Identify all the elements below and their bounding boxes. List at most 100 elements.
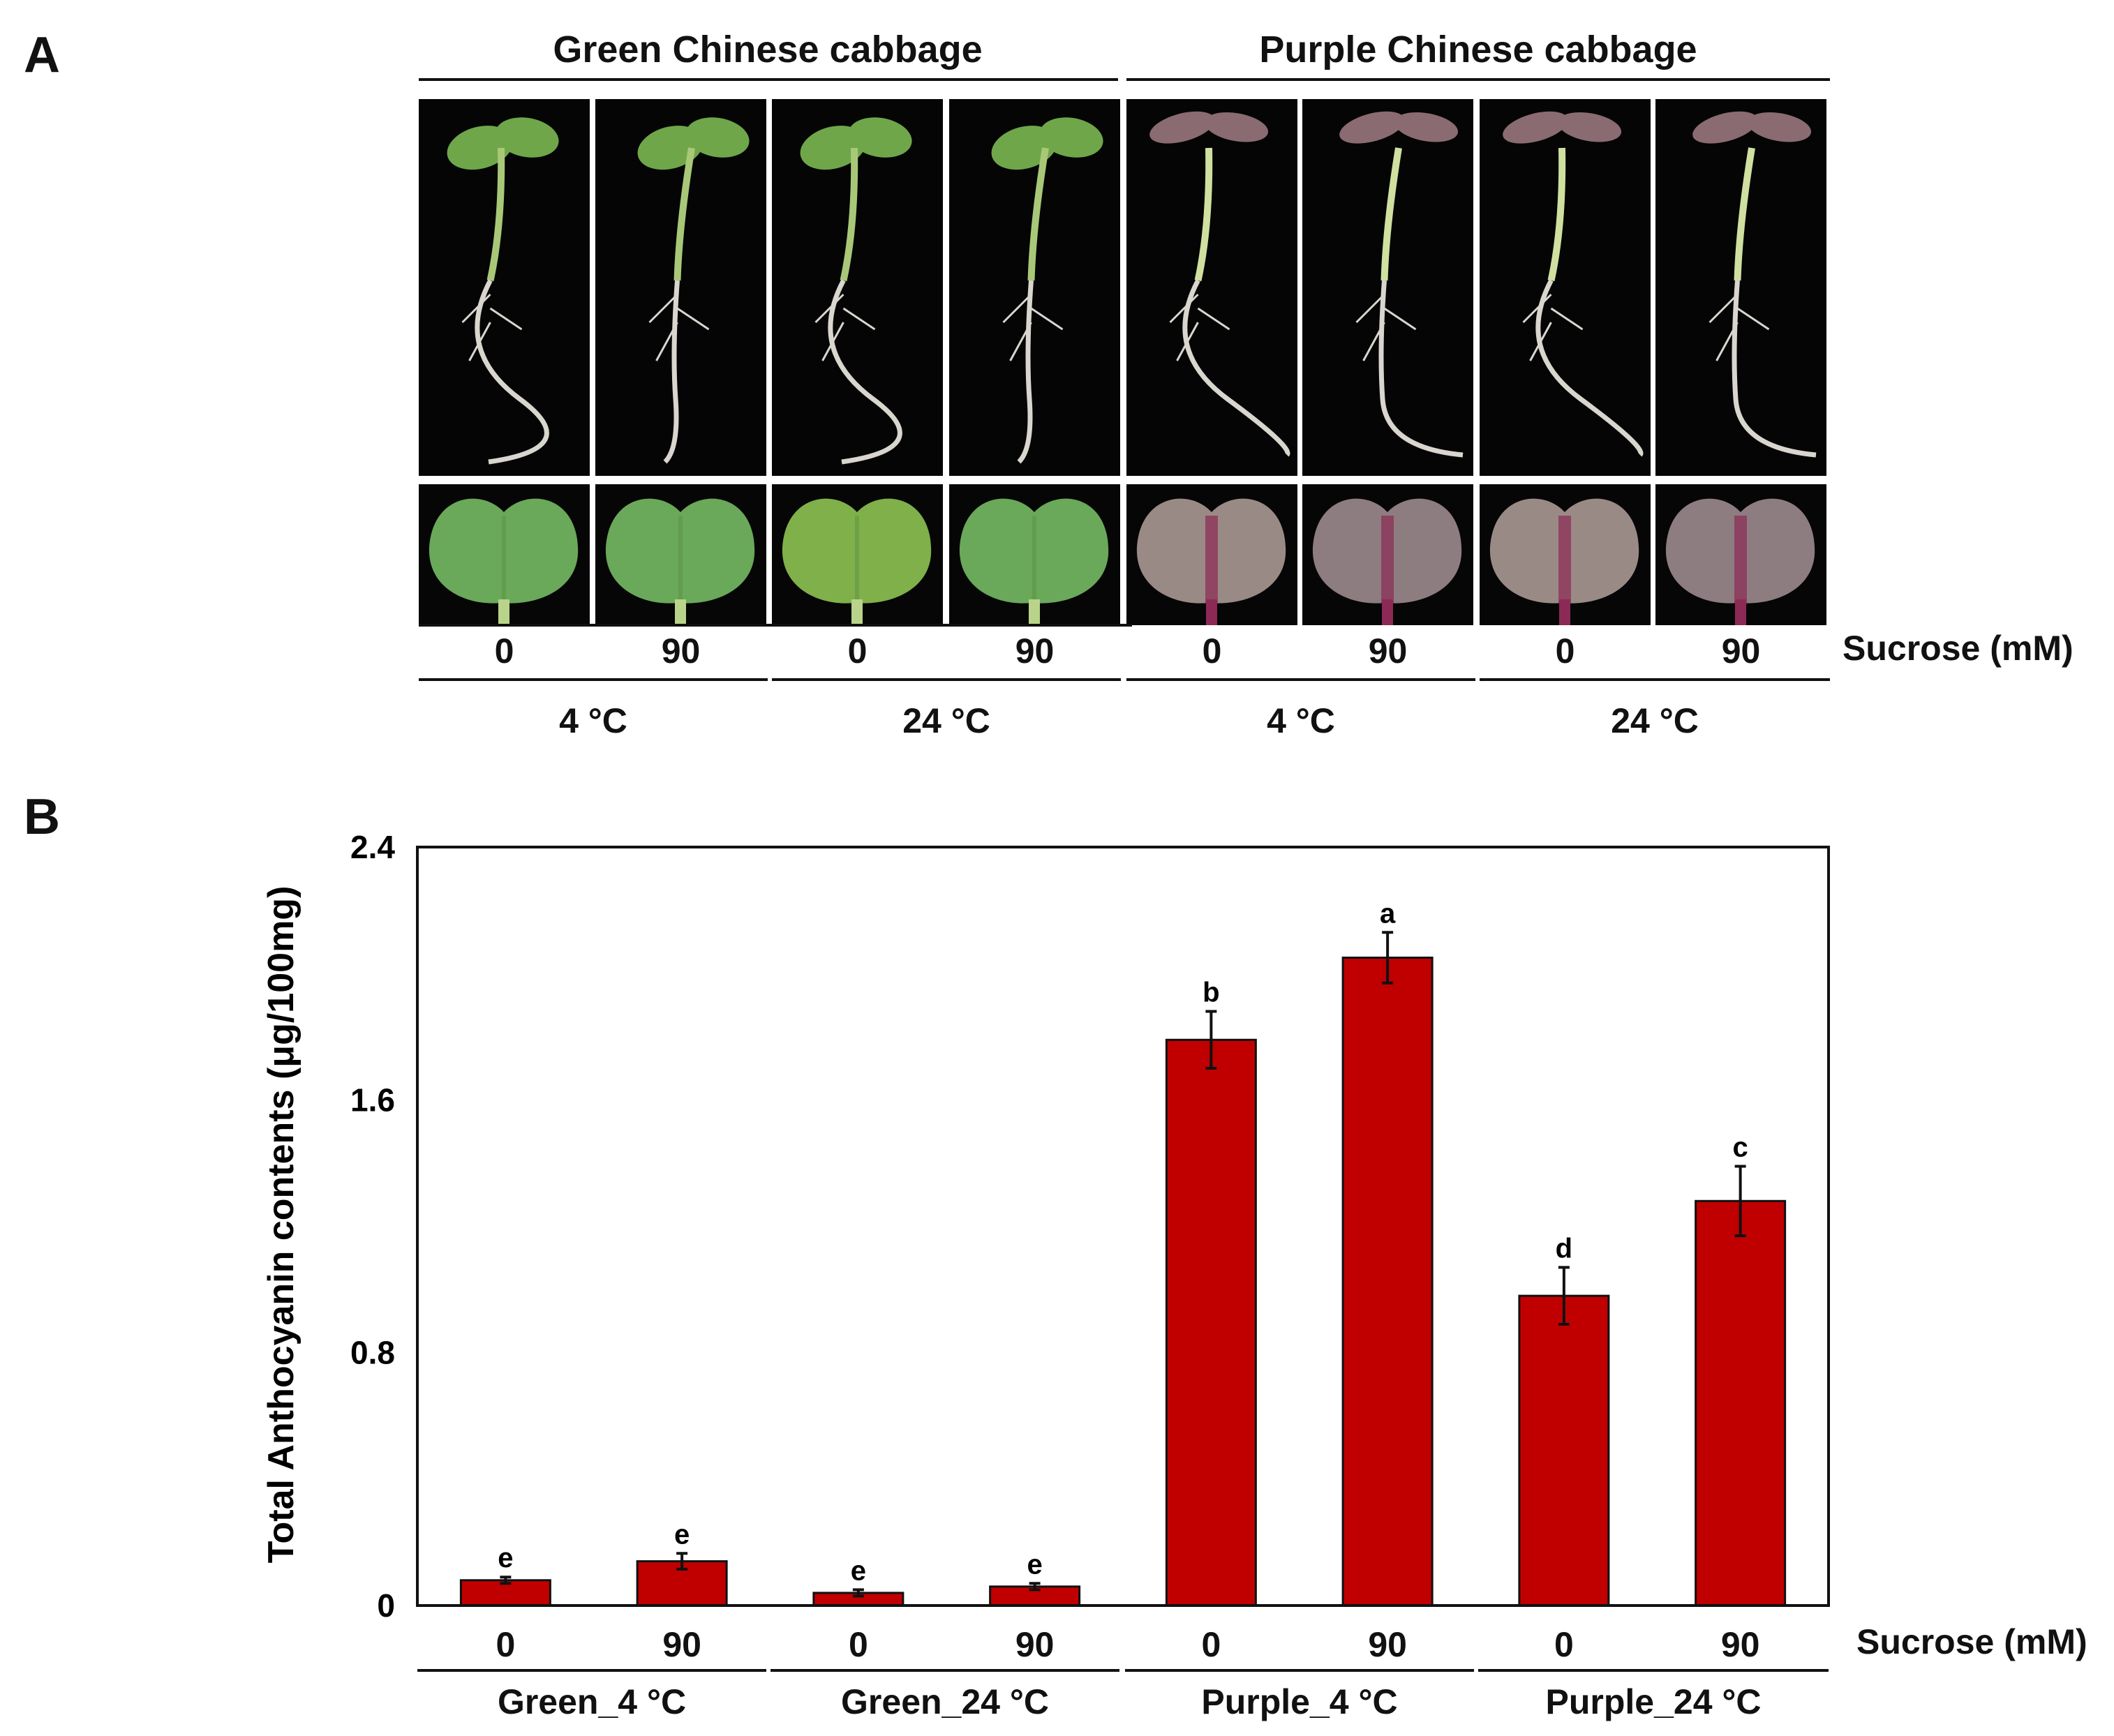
error-bar — [1205, 1010, 1217, 1070]
cotyledon-icon — [1489, 498, 1639, 625]
group-rule-b-1 — [417, 1669, 766, 1672]
group-rule-b-2 — [771, 1669, 1119, 1672]
error-bar — [1029, 1582, 1041, 1592]
group-label-b-2: Green_24 °C — [841, 1682, 1049, 1721]
significance-letter: b — [1203, 978, 1219, 1008]
cotyledon-icon — [1665, 498, 1815, 625]
cotyledon-photo — [595, 484, 766, 625]
y-tick-label: 0 — [377, 1587, 395, 1624]
bar — [1518, 1294, 1610, 1607]
temp-rule-a-3 — [1126, 678, 1475, 681]
error-bar — [1558, 1266, 1570, 1326]
sucrose-value-a-3: 0 — [847, 631, 868, 671]
temp-label-a-2: 24 °C — [902, 701, 990, 740]
significance-letter: c — [1733, 1132, 1748, 1162]
seedling-photo — [1480, 99, 1651, 476]
cotyledon-photo — [1480, 484, 1651, 625]
y-tick-label: 0.8 — [350, 1335, 395, 1371]
seedling-icon — [637, 117, 750, 464]
sucrose-value-a-1: 0 — [494, 631, 514, 671]
seedling-icon — [991, 117, 1103, 464]
green-header-rule — [419, 78, 1118, 81]
seedling-icon — [1339, 111, 1464, 458]
significance-letter: d — [1556, 1233, 1572, 1264]
purple-cabbage-header: Purple Chinese cabbage — [1259, 29, 1697, 70]
seedling-icon — [1692, 111, 1817, 458]
sucrose-value-a-4: 90 — [1015, 631, 1055, 671]
sucrose-unit-label-b: Sucrose (mM) — [1856, 1622, 2087, 1661]
sucrose-top-rule-a — [419, 624, 1132, 627]
sucrose-value-a-8: 90 — [1721, 631, 1761, 671]
seedling-icon — [1149, 111, 1290, 457]
seedling-photo — [949, 99, 1120, 476]
panel-b-letter: B — [24, 789, 60, 845]
group-label-b-1: Green_4 °C — [497, 1682, 687, 1721]
cotyledon-icon — [1136, 498, 1286, 625]
bar-series: e e e e b a d c — [459, 898, 1787, 1607]
significance-letter: e — [1027, 1549, 1043, 1580]
sucrose-value-b-2: 90 — [662, 1625, 701, 1664]
cotyledon-photo — [419, 484, 590, 625]
significance-letter: e — [851, 1555, 866, 1586]
significance-letter: e — [498, 1543, 513, 1573]
bar — [1165, 1038, 1257, 1607]
cotyledon-icon — [429, 498, 579, 625]
error-bar — [1382, 931, 1394, 985]
group-rule-b-3 — [1125, 1669, 1474, 1672]
y-tick-labels: 0 0.8 1.6 2.4 — [350, 829, 395, 1624]
temp-label-a-4: 24 °C — [1611, 701, 1699, 740]
sucrose-value-a-2: 90 — [661, 631, 701, 671]
temp-label-a-3: 4 °C — [1267, 701, 1335, 740]
seedling-photo — [772, 99, 943, 476]
seedling-photo — [595, 99, 766, 476]
cotyledon-photo — [1302, 484, 1473, 625]
cotyledon-icon — [782, 498, 932, 625]
seedling-photo — [1655, 99, 1826, 476]
sucrose-value-a-5: 0 — [1202, 631, 1222, 671]
error-bar — [1734, 1165, 1746, 1238]
seedling-icon — [447, 117, 559, 465]
sucrose-value-a-7: 0 — [1555, 631, 1575, 671]
cotyledon-icon — [959, 498, 1109, 625]
error-bar — [852, 1588, 864, 1598]
sucrose-value-b-6: 90 — [1368, 1625, 1407, 1664]
y-axis-label: Total Anthocyanin contents (μg/100mg) — [261, 886, 302, 1564]
cotyledon-photo — [1126, 484, 1297, 625]
sucrose-value-a-6: 90 — [1368, 631, 1408, 671]
error-bar — [676, 1552, 688, 1571]
plot-frame — [416, 846, 1830, 1607]
temp-rule-a-2 — [772, 678, 1121, 681]
cotyledon-icon — [605, 498, 755, 625]
seedling-icon — [1503, 111, 1644, 457]
error-bar — [500, 1576, 512, 1585]
panel-a-letter: A — [24, 27, 60, 83]
bar — [1341, 957, 1434, 1607]
green-cabbage-header: Green Chinese cabbage — [553, 29, 983, 70]
group-label-b-3: Purple_4 °C — [1201, 1682, 1398, 1721]
cotyledon-icon — [1312, 498, 1462, 625]
temp-rule-a-4 — [1480, 678, 1830, 681]
seedling-photo — [419, 99, 590, 476]
temp-rule-a-1 — [419, 678, 768, 681]
significance-letter: a — [1380, 898, 1396, 929]
sucrose-value-b-8: 90 — [1720, 1625, 1760, 1664]
purple-header-rule — [1126, 78, 1830, 81]
cotyledon-photo — [1655, 484, 1826, 625]
y-tick-label: 2.4 — [350, 829, 395, 865]
bar — [1695, 1199, 1787, 1607]
sucrose-value-b-7: 0 — [1554, 1625, 1574, 1664]
cotyledon-photo — [949, 484, 1120, 625]
seedling-photo — [1126, 99, 1297, 476]
temp-label-a-1: 4 °C — [559, 701, 627, 740]
cotyledon-photo — [772, 484, 943, 625]
y-tick-label: 1.6 — [350, 1082, 395, 1118]
group-label-b-4: Purple_24 °C — [1545, 1682, 1762, 1721]
sucrose-unit-label-a: Sucrose (mM) — [1843, 629, 2074, 668]
sucrose-value-b-1: 0 — [496, 1625, 516, 1664]
significance-letter: e — [674, 1519, 690, 1550]
sucrose-value-b-3: 0 — [848, 1625, 868, 1664]
sucrose-value-b-5: 0 — [1201, 1625, 1221, 1664]
seedling-photo — [1302, 99, 1473, 476]
seedling-icon — [800, 117, 912, 465]
